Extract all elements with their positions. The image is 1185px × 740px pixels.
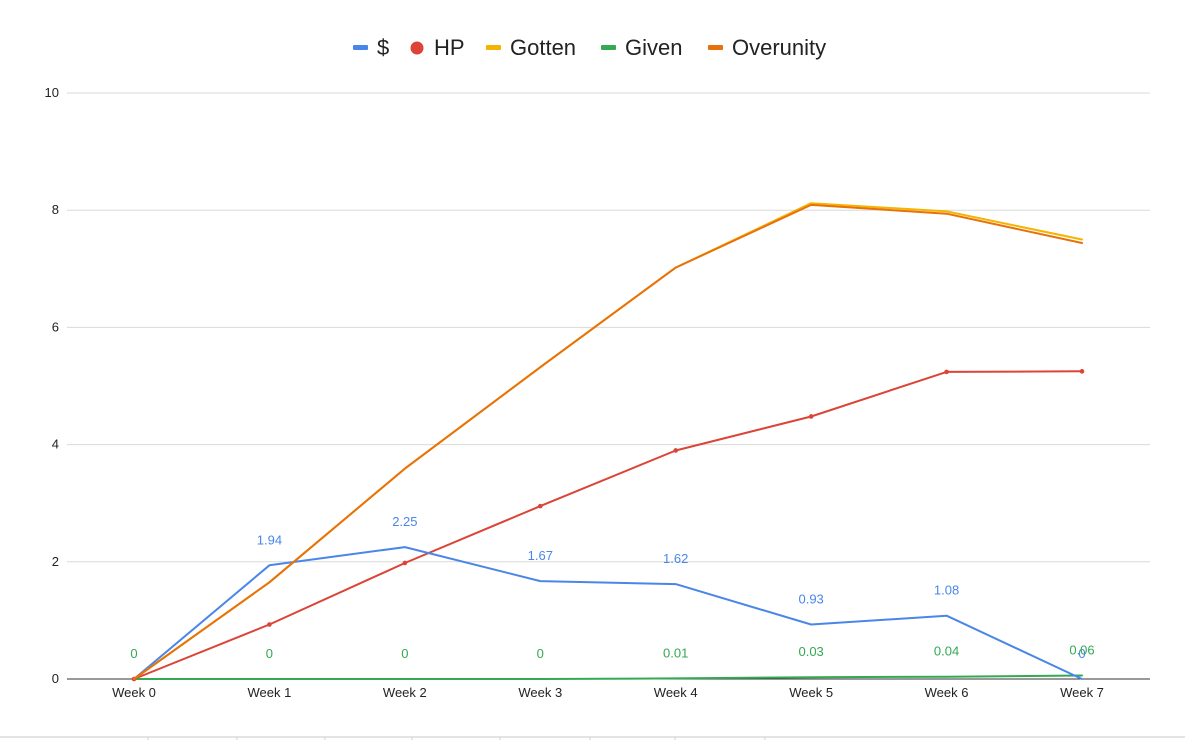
data-label: 0.93	[798, 592, 823, 607]
y-tick-label: 0	[52, 671, 59, 686]
series-line-4	[133, 203, 1083, 680]
x-tick-label: Week 3	[518, 685, 562, 700]
data-label: 0.03	[798, 644, 823, 659]
data-point	[673, 448, 679, 453]
series-line-2	[133, 202, 1083, 680]
data-label: 0	[130, 646, 137, 661]
legend-item-0[interactable]: $	[353, 35, 389, 60]
data-point	[267, 622, 272, 627]
legend-label: Gotten	[510, 35, 576, 60]
legend-item-4[interactable]: Overunity	[708, 35, 826, 60]
data-label: 2.25	[392, 514, 417, 529]
grid-lines	[67, 92, 1150, 680]
series-lines	[131, 202, 1085, 682]
legend[interactable]: $ HP Gotten Given Overunity	[353, 35, 826, 60]
series-line-3	[133, 674, 1083, 680]
legend-item-1[interactable]: HP	[410, 35, 465, 60]
legend-label: Overunity	[732, 35, 826, 60]
data-label: 0	[1078, 646, 1085, 661]
x-tick-label: Week 2	[383, 685, 427, 700]
data-label: 1.08	[934, 583, 959, 598]
data-label: 0	[537, 646, 544, 661]
data-point	[808, 414, 814, 419]
x-tick-label: Week 0	[112, 685, 156, 700]
data-point	[944, 369, 949, 375]
x-tick-label: Week 5	[789, 685, 833, 700]
data-label: 1.62	[663, 551, 688, 566]
y-tick-label: 8	[52, 202, 59, 217]
data-labels: 1.94 2.25 1.67 1.62 0.93 1.08 0 0 0 0 0 0.01 0.03 0.0…	[130, 514, 1094, 661]
legend-label: HP	[434, 35, 465, 60]
data-point	[1079, 369, 1085, 374]
legend-swatch	[708, 45, 723, 50]
x-axis-tick-labels: Week 0 Week 1 Week 2 Week 3 Week 4 Week 5 Week…	[112, 685, 1104, 700]
legend-swatch	[410, 41, 424, 55]
legend-swatch	[601, 45, 616, 50]
data-label: 0	[266, 646, 273, 661]
data-point	[537, 503, 543, 509]
x-tick-label: Week 1	[248, 685, 292, 700]
x-tick-label: Week 6	[925, 685, 969, 700]
legend-item-3[interactable]: Given	[601, 35, 682, 60]
data-label: 0.04	[934, 644, 959, 659]
data-label: 0.01	[663, 645, 688, 660]
x-tick-label: Week 4	[654, 685, 698, 700]
data-label: 0.06	[1069, 642, 1094, 657]
legend-swatch	[353, 45, 368, 50]
data-label: 1.94	[257, 532, 282, 547]
y-tick-label: 10	[45, 85, 59, 100]
y-tick-label: 4	[52, 437, 59, 452]
series-line-1	[133, 370, 1083, 680]
data-label: 1.67	[528, 548, 553, 563]
y-axis-tick-labels: 0 2 4 6 8 10	[45, 85, 59, 686]
y-tick-label: 6	[52, 319, 59, 334]
y-tick-label: 2	[52, 554, 59, 569]
x-tick-label: Week 7	[1060, 685, 1104, 700]
series-line-0	[133, 546, 1083, 680]
data-label: 0	[401, 646, 408, 661]
legend-label: Given	[625, 35, 682, 60]
legend-swatch	[486, 45, 501, 50]
legend-label: $	[377, 35, 389, 60]
legend-item-2[interactable]: Gotten	[486, 35, 576, 60]
data-point	[402, 560, 408, 566]
